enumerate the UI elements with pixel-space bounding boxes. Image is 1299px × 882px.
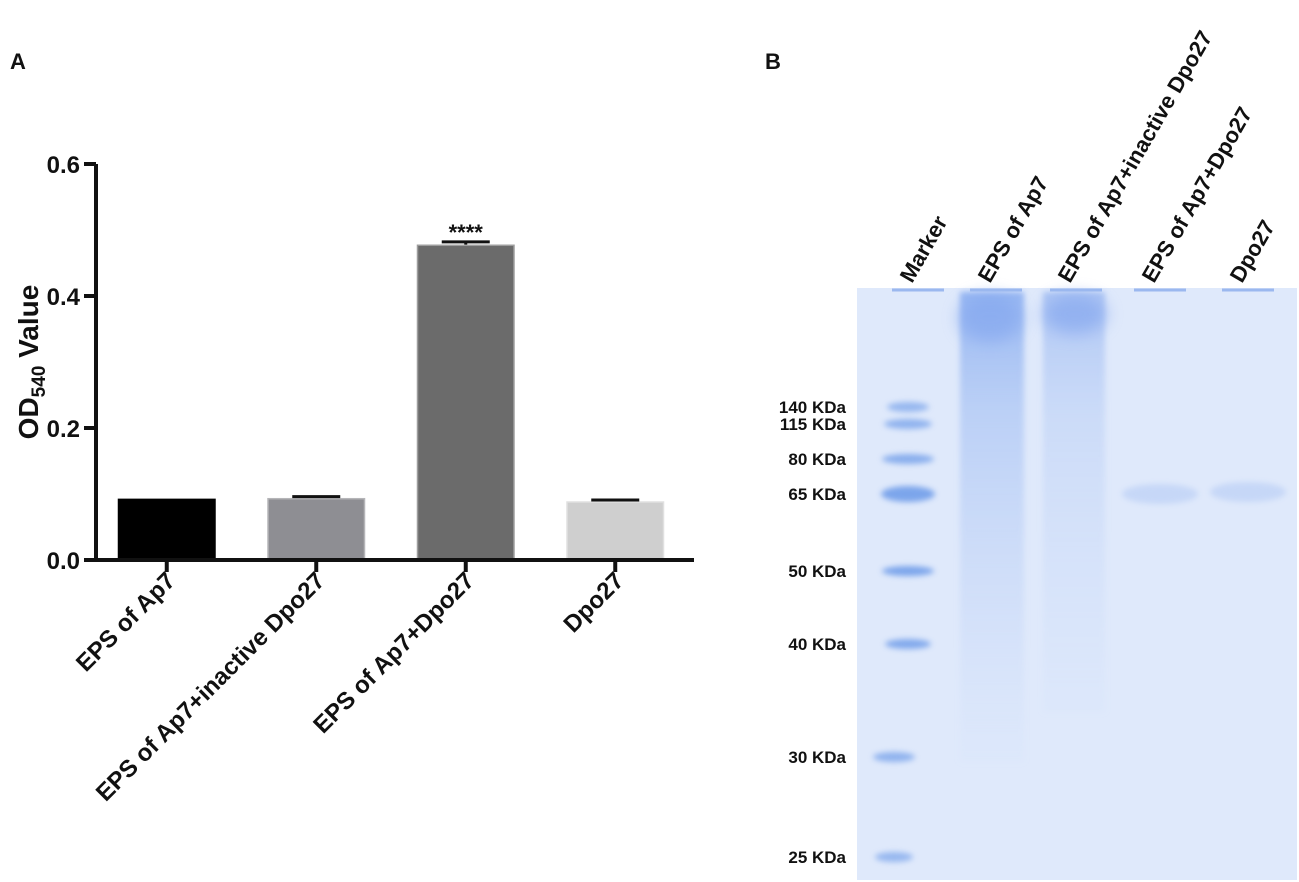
marker-band [884, 419, 932, 429]
mw-label: 25 KDa [788, 848, 846, 867]
bar [415, 243, 517, 562]
band-eps-inactive-top [1043, 294, 1107, 334]
y-axis-title-subscript: 540 [29, 366, 50, 398]
significance-annotation: **** [449, 220, 484, 245]
mw-label: 30 KDa [788, 748, 846, 767]
x-tick-label: Dpo27 [559, 567, 630, 638]
mw-label: 50 KDa [788, 562, 846, 581]
mw-label: 115 KDa [780, 415, 847, 434]
lane-label: Marker [895, 211, 953, 286]
x-tick-label: EPS of Ap7 [71, 567, 181, 677]
bar-group [117, 243, 666, 562]
marker-band [885, 639, 931, 649]
lane-label: Dpo27 [1225, 216, 1280, 287]
mw-label: 80 KDa [788, 450, 846, 469]
band-eps-dpo27-65 [1122, 484, 1198, 504]
marker-band [882, 454, 934, 464]
marker-band [882, 566, 934, 576]
marker-band [873, 752, 915, 762]
bar [564, 499, 666, 562]
lane-label: EPS of Ap7+inactive Dpo27 [1053, 26, 1218, 286]
y-axis: 0.0 0.2 0.4 0.6 [47, 152, 98, 575]
bar [265, 496, 367, 562]
panel-a-label: A [10, 49, 26, 74]
y-axis-title-rest: Value [13, 285, 44, 366]
panel-b-label: B [765, 49, 781, 74]
band-eps-top [958, 294, 1022, 342]
marker-band [875, 852, 913, 862]
mw-label: 65 KDa [788, 485, 846, 504]
marker-band [887, 402, 929, 412]
mw-label: 140 KDa [779, 398, 847, 417]
y-tick-label: 0.6 [47, 152, 80, 179]
band-dpo27-65 [1210, 482, 1286, 502]
x-tick-label: EPS of Ap7+Dpo27 [308, 567, 480, 739]
y-tick-label: 0.4 [47, 284, 81, 311]
marker-ladder [873, 402, 935, 862]
marker-band [881, 486, 935, 502]
lane-smear-eps-inactive [1043, 292, 1105, 712]
error-bar-group [292, 240, 640, 502]
bar [117, 498, 216, 560]
y-axis-title-main: OD [13, 397, 44, 439]
lane-label: EPS of Ap7 [973, 172, 1054, 286]
lane-labels: Marker EPS of Ap7 EPS of Ap7+inactive Dpo2… [892, 26, 1280, 292]
y-tick-label: 0.2 [47, 416, 80, 443]
mw-label: 40 KDa [788, 635, 846, 654]
y-tick-label: 0.0 [47, 548, 80, 575]
lane-smear-eps [960, 292, 1024, 762]
y-axis-title: OD540 Value [13, 285, 50, 440]
